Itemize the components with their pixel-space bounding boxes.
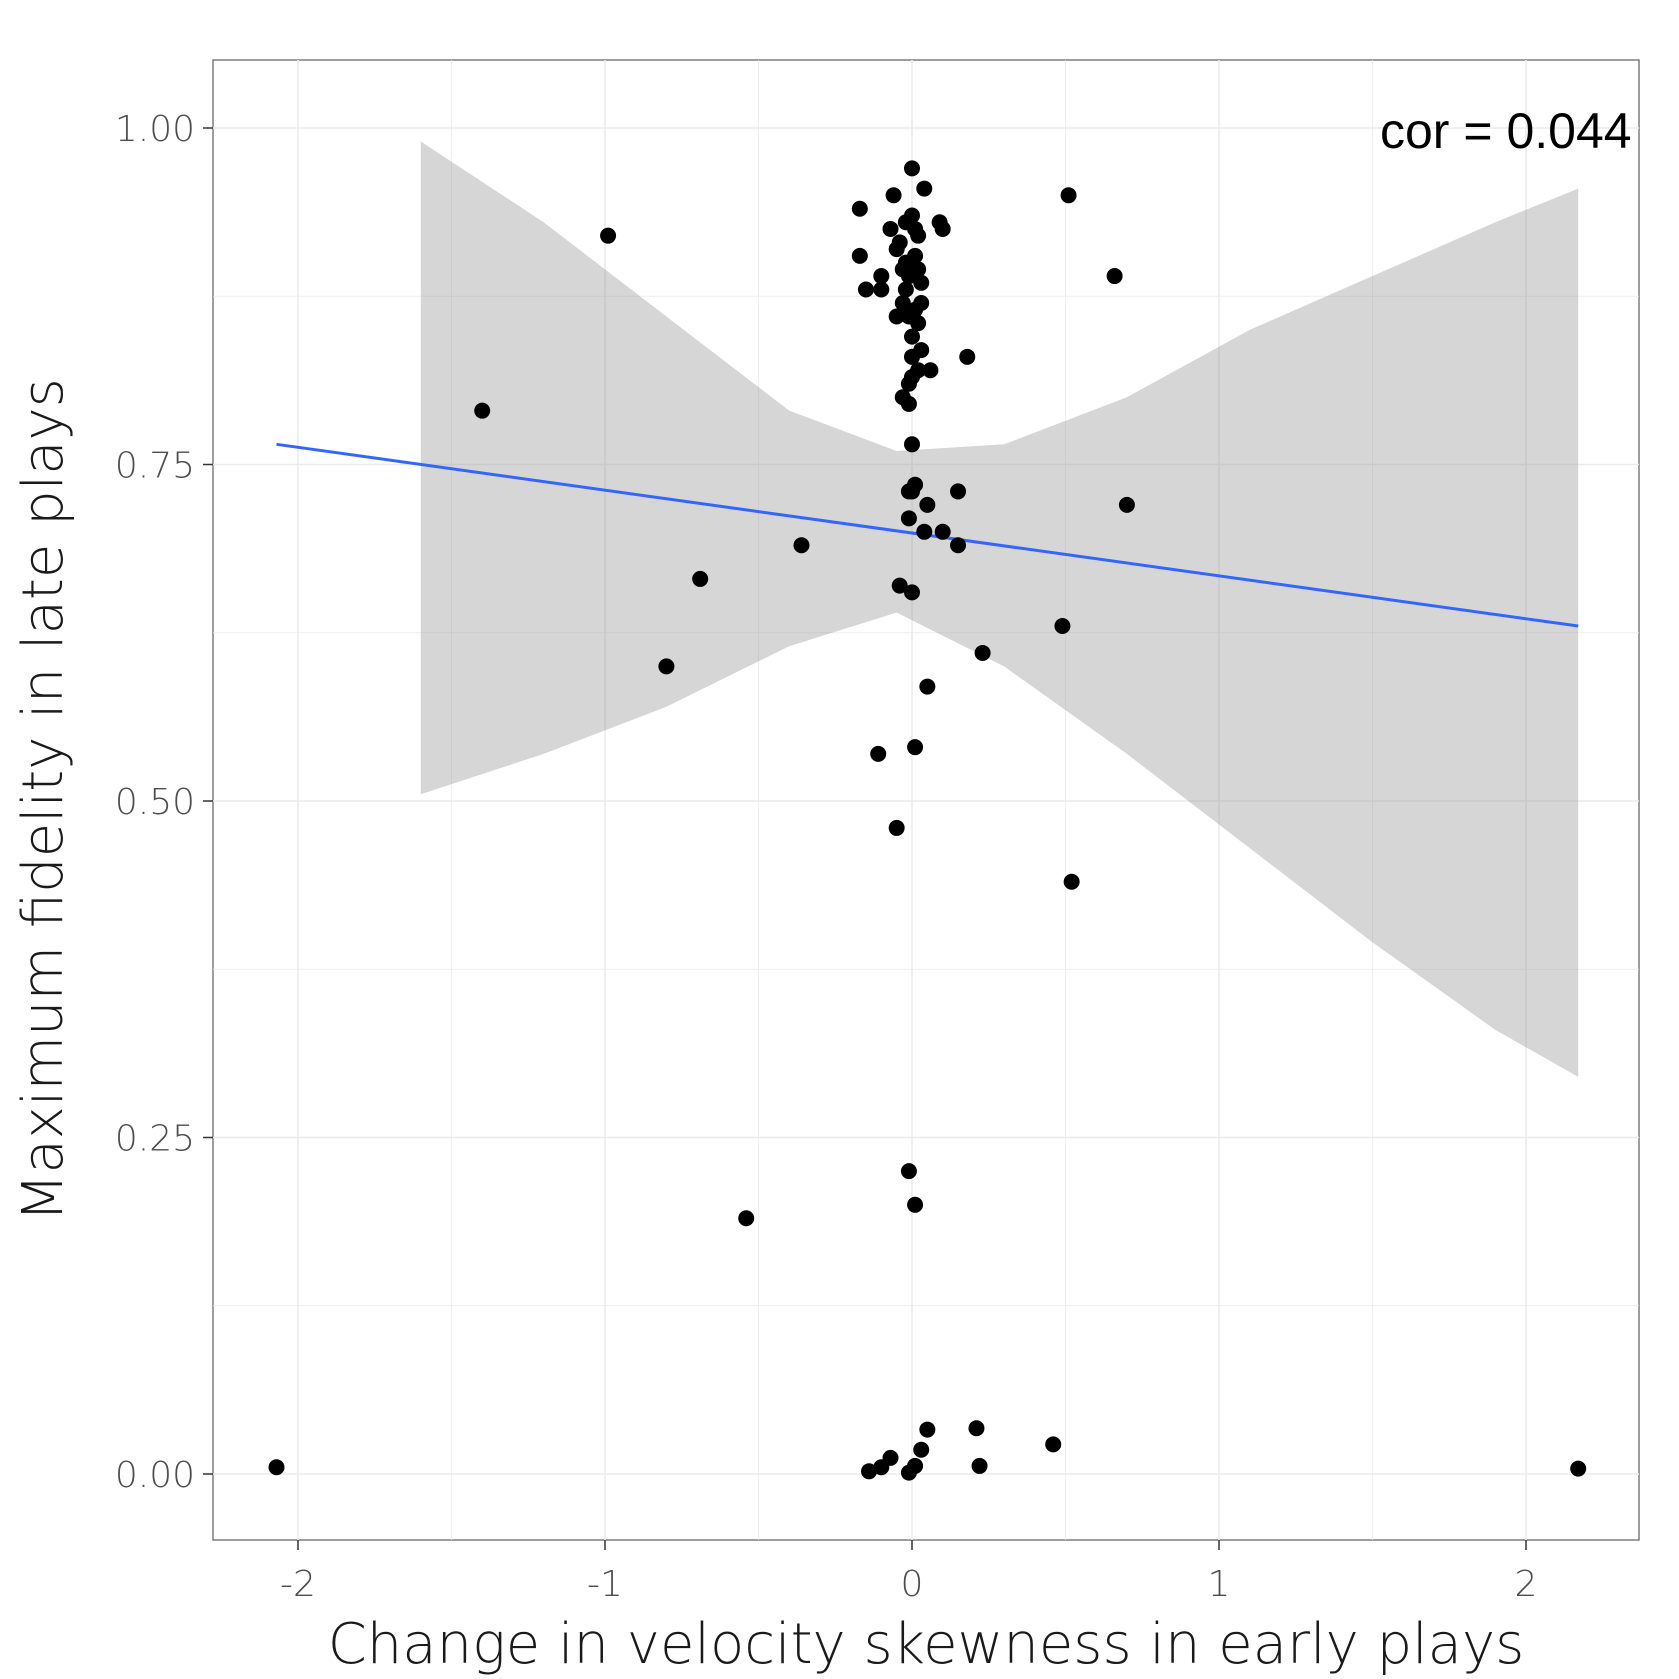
data-point (959, 348, 976, 365)
y-tick-label: 0.50 (115, 782, 195, 823)
data-point (1063, 873, 1080, 890)
data-point (916, 523, 933, 540)
data-point (474, 402, 491, 419)
data-point (950, 483, 967, 500)
x-axis-ticks: -2 -1 0 1 2 (280, 1540, 1537, 1605)
data-point (861, 1463, 878, 1480)
data-point (913, 274, 930, 291)
data-point (904, 436, 920, 453)
data-point (900, 1163, 917, 1180)
x-axis-title: Change in velocity skewness in early pla… (328, 1612, 1525, 1677)
data-point (910, 315, 927, 332)
confidence-band (420, 141, 1579, 1077)
x-tick-label: -2 (280, 1564, 316, 1605)
data-point (971, 1457, 988, 1474)
data-point (968, 1420, 985, 1437)
data-point (1054, 618, 1071, 635)
data-point (934, 523, 951, 540)
x-tick-label: 1 (1208, 1564, 1231, 1605)
y-tick-label: 1.00 (115, 109, 195, 150)
data-point (904, 207, 920, 224)
x-tick-label: -1 (587, 1564, 623, 1605)
data-point (919, 1421, 936, 1438)
data-point (904, 584, 920, 601)
data-point (904, 160, 920, 177)
data-point (891, 234, 908, 251)
data-point (897, 281, 914, 298)
x-tick-label: 2 (1515, 1564, 1538, 1605)
y-tick-label: 0.25 (115, 1119, 195, 1160)
data-point (907, 1196, 924, 1213)
data-point (910, 227, 927, 244)
data-point (900, 510, 917, 527)
correlation-annotation: cor = 0.044 (1380, 103, 1632, 159)
data-point (885, 187, 902, 204)
data-point (907, 739, 924, 756)
data-point (913, 1441, 930, 1458)
data-point (922, 362, 939, 379)
confidence-band-layer (420, 141, 1579, 1077)
data-point (907, 301, 924, 318)
data-point (873, 268, 890, 285)
data-point (658, 658, 675, 675)
data-point (882, 1449, 899, 1466)
data-point (600, 227, 617, 244)
y-axis-ticks: 0.00 0.25 0.50 0.75 1.00 (115, 109, 213, 1496)
data-point (1045, 1436, 1062, 1453)
data-point (1570, 1460, 1587, 1477)
data-point (894, 294, 911, 311)
data-point (904, 483, 920, 500)
data-point (851, 200, 868, 217)
data-point (900, 395, 917, 412)
data-point (919, 678, 936, 695)
data-point (919, 496, 936, 513)
data-point (882, 220, 899, 237)
gridlines (213, 60, 1639, 1540)
data-point (916, 180, 933, 197)
x-tick-label: 0 (901, 1564, 924, 1605)
data-point (873, 281, 890, 298)
data-point (793, 537, 810, 554)
y-axis-title: Maximum fidelity in late plays (11, 378, 76, 1222)
data-point (900, 375, 917, 392)
data-point (738, 1210, 755, 1227)
data-point (888, 308, 905, 325)
data-point (857, 281, 874, 298)
data-point (950, 537, 967, 554)
data-point (888, 819, 905, 836)
data-point (907, 1457, 924, 1474)
data-point (913, 342, 930, 359)
data-point (910, 261, 927, 278)
data-point (268, 1459, 285, 1476)
data-point (1106, 268, 1123, 285)
data-point (934, 220, 951, 237)
data-point (1118, 496, 1135, 513)
data-point (904, 328, 920, 345)
y-tick-label: 0.75 (115, 446, 195, 487)
data-point (891, 577, 908, 594)
points-layer (268, 160, 1587, 1481)
y-tick-label: 0.00 (115, 1455, 195, 1496)
data-point (851, 247, 868, 264)
data-point (870, 745, 887, 762)
data-point (1060, 187, 1077, 204)
data-point (907, 247, 924, 264)
data-point (692, 570, 709, 587)
data-point (974, 644, 991, 661)
